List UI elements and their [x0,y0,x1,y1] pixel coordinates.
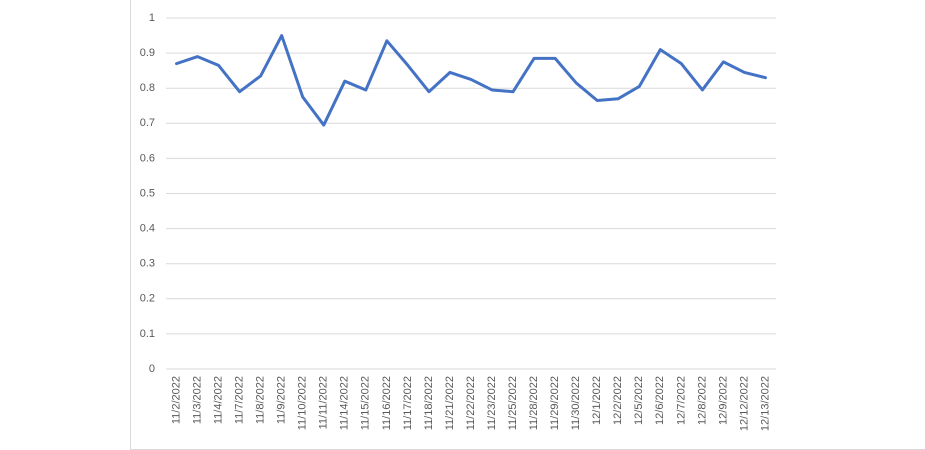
x-tick-label: 12/8/2022 [696,376,708,425]
x-tick-label: 12/1/2022 [591,376,603,425]
x-tick-label: 11/30/2022 [570,376,582,430]
y-tick-label: 0.9 [140,47,155,59]
y-tick-label: 0.2 [140,293,155,305]
x-tick-label: 12/12/2022 [738,376,750,431]
y-tick-label: 0.4 [140,223,155,235]
x-tick-label: 12/6/2022 [654,376,666,425]
x-tick-label: 12/7/2022 [675,376,687,425]
y-tick-label: 1 [149,12,155,24]
x-tick-label: 11/18/2022 [423,376,435,430]
x-tick-label: 11/17/2022 [402,376,414,430]
x-tick-label: 12/13/2022 [759,376,771,431]
x-tick-label: 11/25/2022 [507,376,519,430]
x-tick-label: 11/4/2022 [212,376,224,424]
y-tick-label: 0.5 [140,187,155,199]
x-tick-label: 11/3/2022 [191,376,203,424]
y-tick-label: 0.1 [140,328,155,340]
x-tick-label: 11/22/2022 [465,376,477,430]
x-tick-label: 11/7/2022 [234,376,246,424]
x-tick-label: 11/29/2022 [549,376,561,430]
y-tick-label: 0.8 [140,82,155,94]
y-tick-label: 0.7 [140,117,155,129]
y-tick-label: 0.6 [140,152,155,164]
x-tick-label: 11/10/2022 [297,376,309,430]
x-tick-label: 12/2/2022 [612,376,624,425]
x-tick-label: 12/9/2022 [717,376,729,425]
x-tick-label: 11/23/2022 [486,376,498,430]
y-tick-label: 0.3 [140,258,155,270]
x-tick-label: 11/9/2022 [276,376,288,424]
x-tick-label: 11/8/2022 [255,376,267,424]
x-tick-label: 12/5/2022 [633,376,645,425]
data-line [175,34,767,127]
x-tick-label: 11/14/2022 [339,376,351,430]
x-tick-label: 11/21/2022 [444,376,456,430]
x-tick-label: 11/11/2022 [318,376,330,429]
x-tick-label: 11/28/2022 [528,376,540,430]
y-tick-label: 0 [149,363,155,375]
x-tick-label: 11/15/2022 [360,376,372,430]
x-tick-label: 11/16/2022 [381,376,393,430]
x-tick-label: 11/2/2022 [170,376,182,424]
